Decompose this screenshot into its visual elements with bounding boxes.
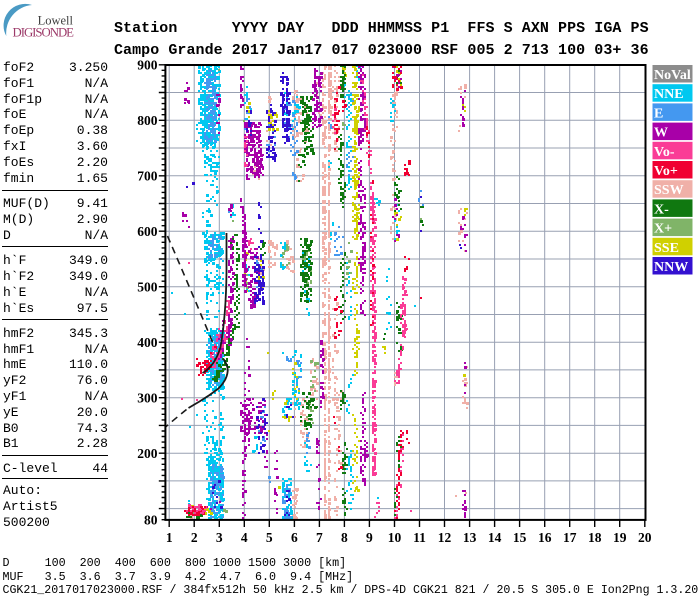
svg-text:18: 18 <box>588 530 602 545</box>
svg-text:400: 400 <box>137 335 158 350</box>
svg-text:Vo-: Vo- <box>654 145 675 160</box>
svg-text:SSW: SSW <box>654 183 684 198</box>
svg-text:3: 3 <box>216 530 223 545</box>
svg-text:X+: X+ <box>654 222 672 237</box>
svg-text:16: 16 <box>538 530 552 545</box>
svg-text:Lowell: Lowell <box>38 14 74 28</box>
svg-text:10: 10 <box>388 530 402 545</box>
svg-text:17: 17 <box>563 530 577 545</box>
svg-text:SSE: SSE <box>654 241 679 256</box>
svg-text:W: W <box>654 126 668 141</box>
svg-text:300: 300 <box>137 390 158 405</box>
svg-text:NoVal: NoVal <box>654 68 691 83</box>
svg-text:NNE: NNE <box>654 87 684 102</box>
svg-text:15: 15 <box>513 530 527 545</box>
svg-text:1: 1 <box>166 530 173 545</box>
svg-text:8: 8 <box>341 530 348 545</box>
svg-text:12: 12 <box>438 530 452 545</box>
svg-text:E: E <box>654 106 663 121</box>
svg-text:9: 9 <box>366 530 373 545</box>
svg-text:Vo+: Vo+ <box>654 164 678 179</box>
svg-text:20: 20 <box>638 530 652 545</box>
svg-text:X-: X- <box>654 202 669 217</box>
svg-text:2: 2 <box>191 530 198 545</box>
svg-text:19: 19 <box>613 530 627 545</box>
svg-text:11: 11 <box>413 530 426 545</box>
svg-text:900: 900 <box>137 58 158 73</box>
svg-text:13: 13 <box>463 530 477 545</box>
svg-text:6: 6 <box>291 530 298 545</box>
svg-text:DIGISONDE: DIGISONDE <box>13 26 75 40</box>
svg-text:600: 600 <box>137 224 158 239</box>
svg-text:7: 7 <box>316 530 323 545</box>
svg-text:200: 200 <box>137 446 158 461</box>
svg-text:700: 700 <box>137 169 158 184</box>
svg-text:14: 14 <box>488 530 502 545</box>
svg-text:80: 80 <box>144 512 158 527</box>
svg-text:4: 4 <box>241 530 248 545</box>
svg-text:800: 800 <box>137 113 158 128</box>
svg-text:5: 5 <box>266 530 273 545</box>
svg-text:NNW: NNW <box>654 260 688 275</box>
svg-text:500: 500 <box>137 279 158 294</box>
